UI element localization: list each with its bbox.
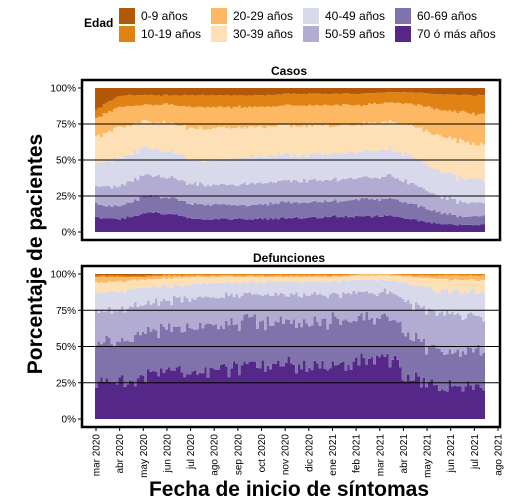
x-tick-label: mar 2020 <box>92 434 103 477</box>
y-tick-label: 75% <box>56 306 76 317</box>
legend-title: Edad <box>84 16 113 30</box>
legend-label: 60-69 años <box>417 9 477 23</box>
legend-swatch <box>303 26 319 42</box>
legend-label: 10-19 años <box>141 27 201 41</box>
legend-label: 0-9 años <box>141 9 188 23</box>
legend-swatch <box>395 26 411 42</box>
area-series-70-m-s-a-os <box>95 353 485 419</box>
legend-swatch <box>119 8 135 24</box>
y-tick-label: 25% <box>56 378 76 389</box>
legend: Edad 0-9 años 10-19 años 20-29 años 30-39 a… <box>84 8 496 42</box>
area-series-70-m-s-a-os <box>95 211 485 232</box>
x-tick-label: ene 2021 <box>328 434 339 476</box>
x-tick-label: sep 2020 <box>233 434 244 476</box>
legend-swatch <box>119 26 135 42</box>
x-tick-label: abr 2020 <box>115 434 126 474</box>
legend-swatch <box>211 26 227 42</box>
x-tick-label: dic 2020 <box>304 434 315 472</box>
x-tick-label: ago 2021 <box>494 434 505 476</box>
area-series-0-9-a-os <box>95 88 485 110</box>
panel-title-defunciones: Defunciones <box>253 251 325 265</box>
y-tick-label: 100% <box>50 84 76 95</box>
x-tick-label: jul 2021 <box>470 434 481 470</box>
panel-defunciones: 0% 25% 50% 75% 100% <box>50 264 502 429</box>
legend-swatch <box>395 8 411 24</box>
area-series-30-39-a-os <box>95 275 485 295</box>
legend-label: 20-29 años <box>233 9 293 23</box>
area-series-60-69-a-os <box>95 194 485 226</box>
area-series-10-19-a-os <box>95 274 485 278</box>
area-series-40-49-a-os <box>95 278 485 322</box>
panel-title-casos: Casos <box>271 64 307 78</box>
x-tick-label: feb 2021 <box>352 434 363 473</box>
y-axis-title: Porcentaje de pacientes <box>24 134 47 374</box>
panel-casos: 0% 25% 50% 75% 100% <box>50 78 502 242</box>
y-tick-label: 0% <box>62 228 77 239</box>
area-series-60-69-a-os <box>95 311 485 392</box>
y-tick-label: 50% <box>56 156 76 167</box>
x-tick-label: abr 2021 <box>399 434 410 474</box>
legend-swatch <box>211 8 227 24</box>
legend-label: 70 ó más años <box>417 27 496 41</box>
legend-label: 30-39 años <box>233 27 293 41</box>
x-tick-label: oct 2020 <box>257 434 268 473</box>
x-axis-title: Fecha de inicio de síntomas <box>149 478 429 501</box>
area-series-0-9-a-os <box>95 274 485 276</box>
x-tick-label: may 2020 <box>139 434 150 478</box>
legend-label: 50-59 años <box>325 27 385 41</box>
area-series-10-19-a-os <box>95 92 485 118</box>
y-tick-label: 25% <box>56 192 76 203</box>
x-tick-label: ago 2020 <box>210 434 221 476</box>
y-tick-label: 75% <box>56 120 76 131</box>
x-tick-label: nov 2020 <box>281 434 292 476</box>
area-series-50-59-a-os <box>95 288 485 357</box>
panel-border <box>80 264 502 429</box>
legend-label: 40-49 años <box>325 9 385 23</box>
x-tick-label: jul 2020 <box>186 434 197 470</box>
panel-border <box>80 78 502 242</box>
y-tick-label: 100% <box>50 270 76 281</box>
area-series-30-39-a-os <box>95 120 485 182</box>
x-tick-label: jun 2020 <box>162 434 173 474</box>
legend-swatch <box>303 8 319 24</box>
x-axis: mar 2020 abr 2020 may 2020 jun 2020 jul 2020… <box>92 427 505 478</box>
x-tick-label: may 2021 <box>423 434 434 478</box>
y-tick-label: 0% <box>62 415 77 426</box>
y-tick-label: 50% <box>56 342 76 353</box>
x-tick-label: mar 2021 <box>375 434 386 477</box>
x-tick-label: jun 2021 <box>446 434 457 474</box>
area-series-20-29-a-os <box>95 274 485 283</box>
